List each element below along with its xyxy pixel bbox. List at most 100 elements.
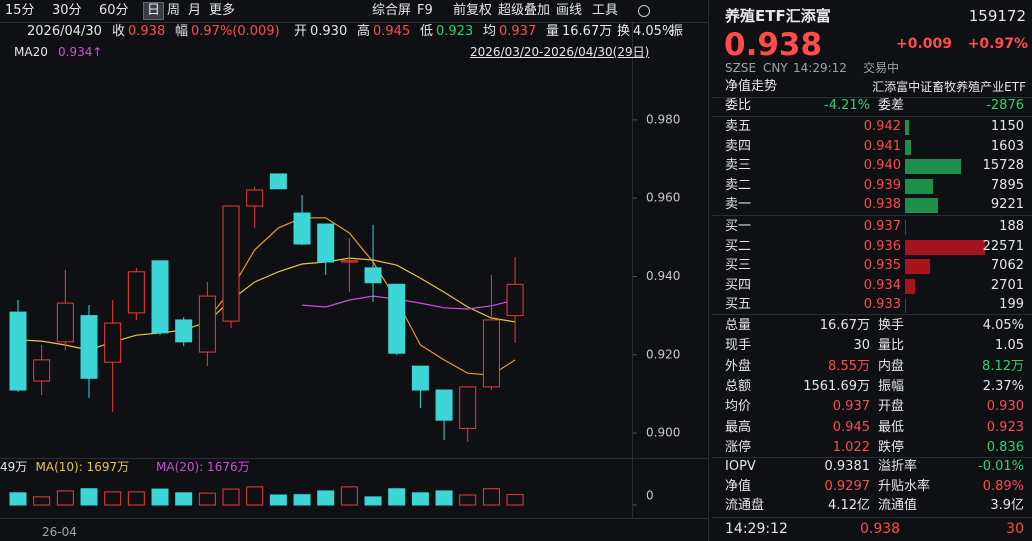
candle-body [459, 386, 477, 429]
divider [712, 517, 1032, 518]
book-price: 0.933 [863, 297, 901, 313]
book-price: 0.934 [863, 277, 901, 293]
info-key: 换 [617, 24, 631, 39]
stat-key: 流通值 [878, 498, 918, 514]
book-price: 0.937 [863, 219, 901, 234]
period-tab[interactable]: 日 [143, 2, 165, 20]
book-volume: 1150 [990, 119, 1024, 134]
book-label: 卖三 [725, 158, 752, 174]
stat-key: 跌停 [878, 439, 905, 455]
book-label: 买五 [725, 297, 752, 313]
volume-legend: MA(20): 1676万 [156, 460, 250, 474]
divider [712, 457, 1032, 458]
period-tab[interactable]: 15分 [5, 3, 35, 18]
axis-line [632, 22, 633, 518]
volume-legend: MA(10): 1697万 [35, 460, 130, 474]
volume-legend: 49万 [0, 460, 28, 474]
stat-value: 0.9297 [824, 478, 871, 494]
book-bar [905, 298, 906, 314]
extra-tab[interactable]: 振 [670, 24, 684, 39]
change-pct: +0.97% [967, 36, 1028, 52]
stat-value: 1.022 [832, 439, 870, 455]
volume-bar [9, 492, 27, 506]
info-value: 0.923 [436, 24, 474, 39]
candle-body [317, 223, 335, 263]
volume-bar [222, 488, 240, 506]
volume-bar [293, 494, 311, 506]
ma-line [206, 217, 516, 376]
quote-meta: SZSE [725, 61, 757, 75]
stock-name: 养殖ETF汇添富 [725, 7, 831, 25]
quote-meta: 交易中 [863, 61, 900, 75]
period-tab[interactable]: 周 [167, 3, 181, 18]
candle-body [104, 322, 122, 363]
candle-body [340, 260, 358, 263]
divider [0, 518, 708, 519]
candle-body [506, 283, 524, 317]
stat-key: 均价 [725, 399, 752, 415]
book-price: 0.936 [863, 238, 901, 254]
info-key: 低 [420, 24, 434, 39]
stat-value: 0.923 [986, 419, 1024, 435]
volume-bar [269, 494, 287, 506]
info-value: 4.05% [633, 24, 675, 39]
stat-value: -0.01% [978, 459, 1024, 474]
tool-button[interactable]: 超级叠加 [498, 3, 551, 18]
period-tab[interactable]: 月 [188, 3, 202, 18]
stat-key: 最低 [878, 419, 905, 435]
stat-key: 量比 [878, 338, 905, 354]
candle-body [222, 205, 240, 322]
stat-key: 振幅 [878, 378, 905, 394]
book-bar [905, 239, 985, 255]
divider [0, 22, 708, 23]
period-tab[interactable]: 30分 [52, 3, 82, 18]
info-value: 0.937 [499, 24, 537, 39]
period-tab[interactable]: 60分 [99, 3, 129, 18]
tool-button[interactable]: 画线 [556, 3, 583, 18]
book-bar [905, 198, 938, 214]
stat-value: 0.836 [986, 439, 1024, 455]
diff-label: 委差 [878, 98, 905, 113]
y-tick-label: 0.940 [646, 269, 680, 283]
tool-button[interactable]: 工具 [592, 3, 619, 18]
book-price: 0.941 [863, 138, 901, 154]
candle-body [127, 271, 145, 314]
info-key: 收 [112, 24, 126, 39]
stat-value: 4.12亿 [828, 498, 870, 514]
book-label: 买一 [725, 219, 752, 234]
stat-key: 总额 [725, 378, 752, 394]
period-tab[interactable]: 更多 [209, 3, 236, 18]
book-bar [905, 159, 961, 175]
book-price: 0.940 [863, 158, 901, 174]
volume-bar [411, 492, 429, 506]
candle-body [151, 260, 169, 334]
ma-line [17, 257, 516, 351]
volume-bar [435, 490, 453, 506]
volume-bar [80, 488, 98, 506]
volume-bar [364, 496, 382, 506]
divider [712, 97, 1032, 98]
divider [708, 0, 709, 541]
tool-button[interactable]: 综合屏 [372, 3, 412, 18]
change: +0.009 [896, 36, 953, 52]
tool-button[interactable]: F9 [417, 3, 433, 18]
book-price: 0.939 [863, 177, 901, 193]
info-date: 2026/04/30 [27, 24, 102, 39]
stat-key: 涨停 [725, 439, 752, 455]
tool-button[interactable]: 前复权 [453, 3, 493, 18]
book-volume: 199 [999, 297, 1024, 313]
book-label: 卖四 [725, 138, 752, 154]
candle-body [293, 212, 311, 245]
book-volume: 7062 [990, 258, 1024, 274]
ma20-value: 0.934↑ [58, 45, 103, 59]
volume-bar [388, 488, 406, 506]
stat-key: 溢折率 [878, 459, 918, 474]
stat-value: 2.37% [982, 378, 1024, 394]
nav-trend[interactable]: 净值走势 [725, 79, 778, 94]
stat-value: 0.930 [986, 399, 1024, 415]
info-key: 开 [294, 24, 308, 39]
book-label: 买二 [725, 238, 752, 254]
book-volume: 188 [999, 219, 1024, 234]
